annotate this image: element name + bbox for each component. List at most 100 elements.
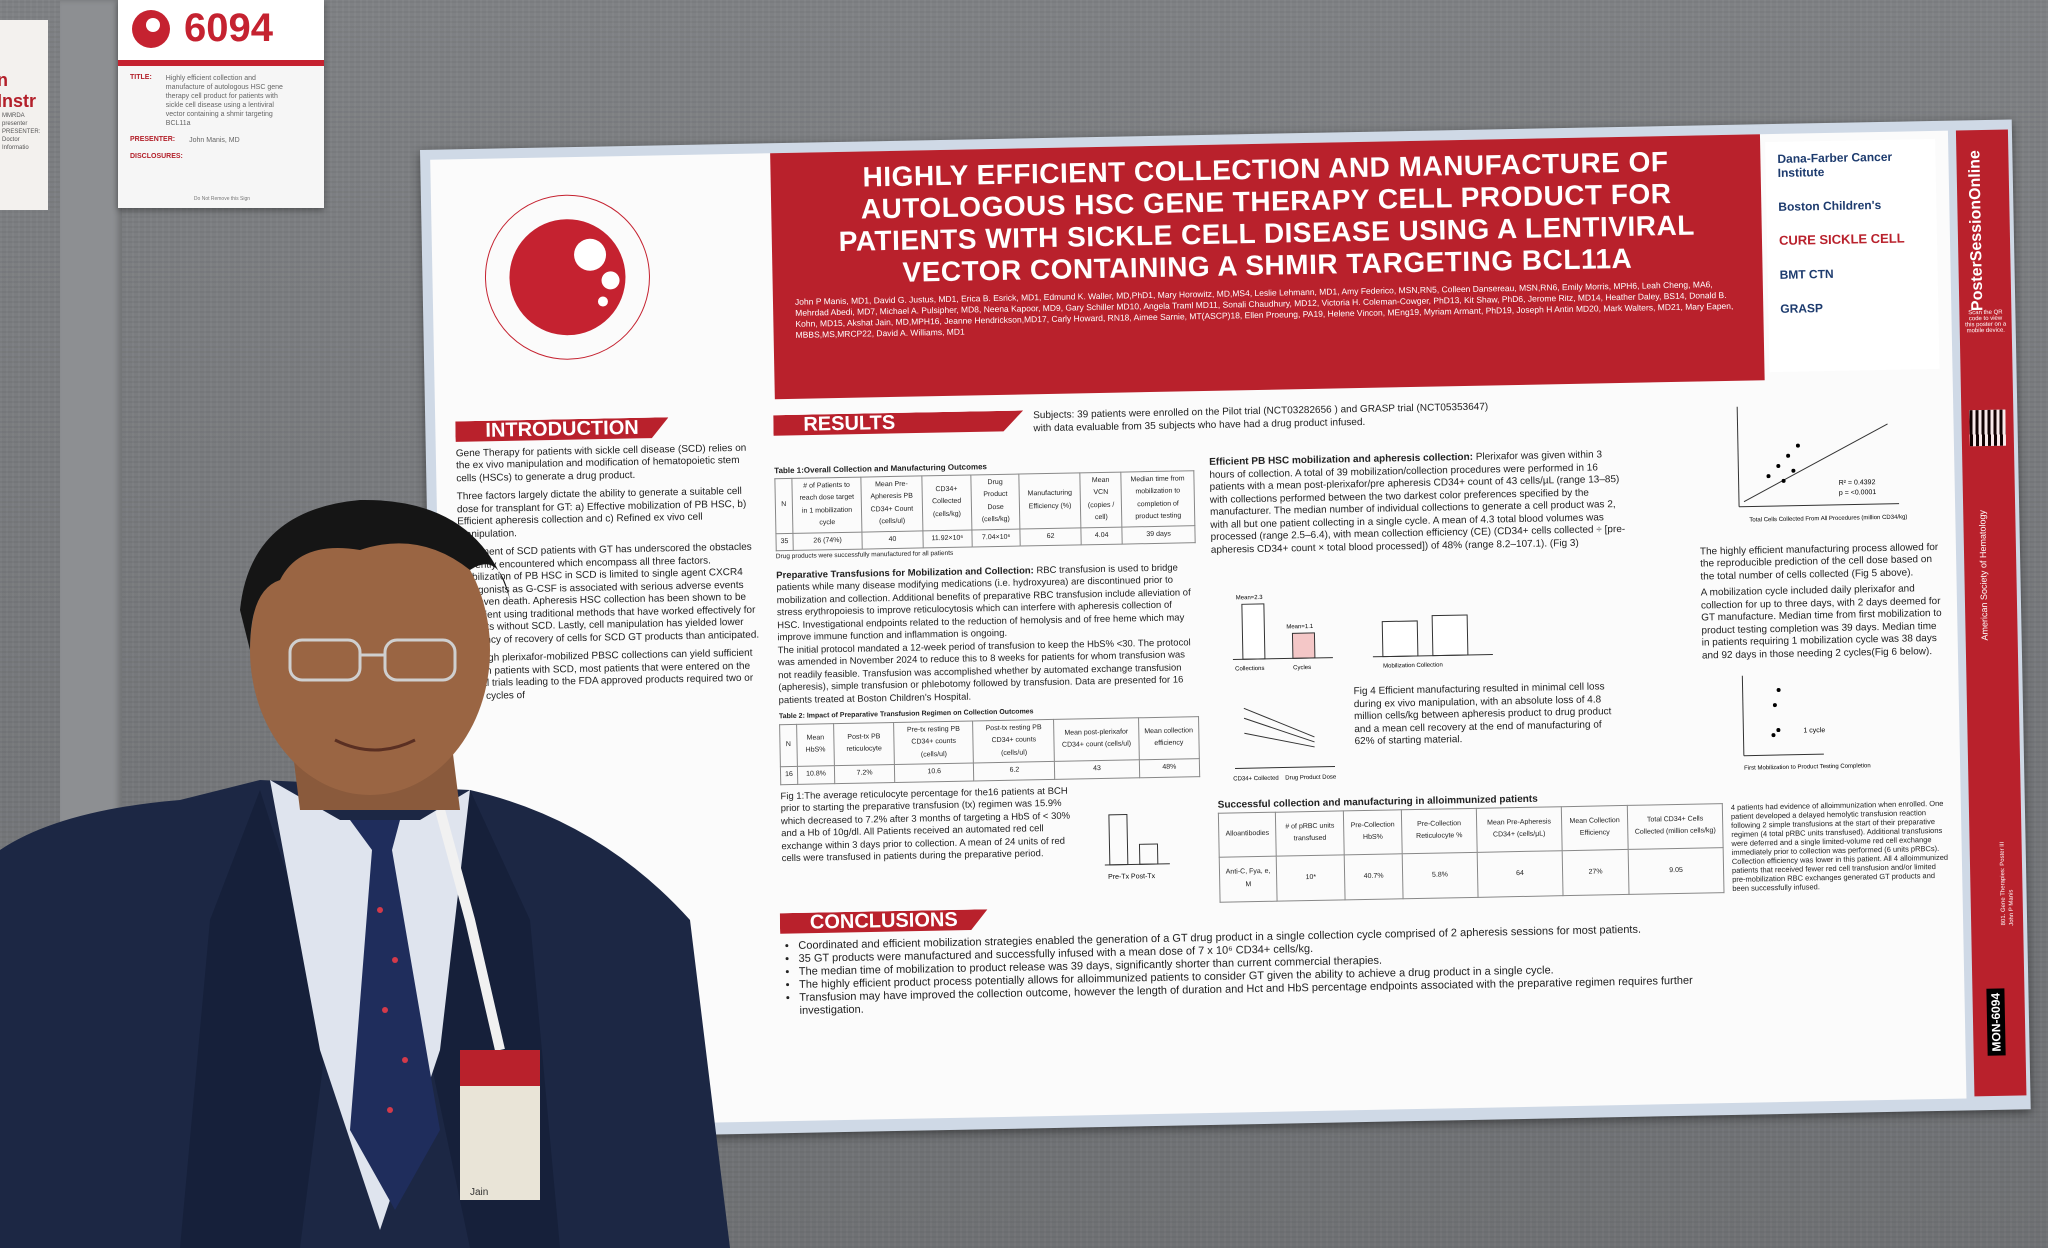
grasp-logo: GRASP [1780,301,1824,316]
placard-title-label: TITLE: [130,74,152,81]
fig5-xlabel: Total Cells Collected From All Procedure… [1749,515,1907,524]
poster-number: 6094 [184,6,273,50]
table-header-cell: Mean collection efficiency [1138,716,1200,760]
placard-header: 6094 [118,0,324,66]
fig5-r2: R² = 0.4392 [1839,479,1876,487]
badge-name: Jain [470,1187,488,1198]
placard-disclosures-row: DISCLOSURES: [118,145,324,160]
ash-logo-icon [132,10,170,48]
poster-canvas: Highly Efficient Collection and Manufact… [430,130,1967,1128]
side-ash-label: American Society of Hematology [1977,509,1990,641]
partition-post [60,0,122,860]
alloimmunized-section: Successful collection and manufacturing … [1218,786,1950,902]
results-section: RESULTS Subjects: 39 patients were enrol… [773,398,1673,880]
results-heading: RESULTS [773,410,1023,435]
adjacent-poster-heading: n Instr [0,70,37,111]
table-header-cell: N [774,477,793,534]
table-header-cell: Post-tx PB reticulocyte [833,722,895,766]
table-header-cell: Mean VCN (copies / cell) [1079,471,1123,528]
fig4-axis-label: CD34+ Collected [1233,776,1279,783]
table-header-cell: Mean Pre-Apheresis PB CD34+ Count (cells… [861,475,923,532]
placard-title-value: Highly efficient collection and manufact… [165,75,283,127]
table-cell: 9.05 [1628,847,1724,894]
table-header-cell: Total CD34+ Cells Collected (million cel… [1627,803,1724,850]
table-cell: 7.04×10⁶ [972,528,1021,547]
table-header-cell: Mean Pre-Apheresis CD34+ (cells/µL) [1476,806,1563,853]
table-header-cell: Pre-tx resting PB CD34+ counts (cells/ul… [893,720,974,765]
table-header-cell: Mean Collection Efficiency [1561,804,1629,851]
fig2-axis-label: Collections [1235,666,1264,673]
table-cell: 4.04 [1081,526,1123,545]
ash-seal-logo [484,194,650,360]
dana-farber-logo: Dana-Farber Cancer Institute [1777,149,1893,180]
research-poster: Highly Efficient Collection and Manufact… [420,119,2031,1140]
results-middle-column: Efficient PB HSC mobilization and aphere… [1209,449,1635,789]
table-cell: Anti-C, Fya, e, M [1219,856,1278,902]
table-header-cell: # of Patients to reach dose target in 1 … [791,476,863,533]
fig6-caption: A mobilization cycle included daily pler… [1700,583,1942,661]
fig6-time-chart: 1 cycle First Mobilization to Product Te… [1741,675,1871,772]
sponsor-logos: Dana-Farber Cancer Institute Boston Chil… [1765,138,1940,373]
side-session: 801. Gene Therapies: Poster III [1999,842,2008,926]
table-header-cell: Median time from mobilization to complet… [1120,470,1195,527]
table-row: Anti-C, Fya, e, M 10* 40.7% 5.8% 64 27% … [1219,847,1724,902]
adjacent-poster-fragment: n Instr MMRDA presenter PRESENTER: Docto… [0,20,48,210]
transfusion-text-2: The initial protocol mandated a 12-week … [777,636,1191,706]
table-header-cell: # of pRBC units transfused [1275,810,1345,857]
side-poster-number: MON-6094 [1986,989,2006,1057]
table-row: N # of Patients to reach dose target in … [774,470,1195,534]
mobilization-block: Efficient PB HSC mobilization and aphere… [1209,449,1631,557]
table-cell: 16 [780,766,798,785]
results-left-column: Table 1:Overall Collection and Manufactu… [774,457,1202,890]
fig5-p-value: p = <0.0001 [1839,489,1877,497]
placard-presenter-label: PRESENTER: [130,136,176,143]
table-cell: 62 [1019,527,1082,547]
fig1-xlabel: Pre-Tx Post-Tx [1108,873,1156,881]
boston-childrens-logo: Boston Children's [1778,197,1882,214]
intro-paragraph: Gene Therapy for patients with sickle ce… [455,442,747,484]
table-header-cell: CD34+ Collected (cells/kg) [921,474,973,531]
bmtctn-logo: BMT CTN [1779,266,1834,282]
table-header-cell: Post-tx resting PB CD34+ counts (cells/u… [973,718,1055,763]
qr-code-icon[interactable] [1969,409,2006,447]
adjacent-poster-line: MMRDA [2,113,25,119]
allo-table: Alloantibodies # of pRBC units transfuse… [1218,803,1725,903]
table-cell: 10.8% [797,765,835,784]
allo-row: Alloantibodies # of pRBC units transfuse… [1218,798,1950,902]
fig4-row: CD34+ Collected Drug Product Dose Fig 4 … [1213,671,1635,789]
subjects-text: Subjects: 39 patients were enrolled on t… [1033,401,1489,434]
table-cell: 26 (74%) [792,531,863,551]
results-right-column: R² = 0.4392 p = <0.0001 Total Cells Coll… [1697,393,1950,791]
cure-sickle-cell-logo: CURE SICKLE CELL [1778,230,1905,248]
table-cell: 10* [1276,854,1346,901]
table-cell: 48% [1138,758,1200,778]
fig4-caption: Fig 4 Efficient manufacturing resulted i… [1353,681,1612,748]
table-header-cell: Mean HbS% [796,723,835,767]
adjacent-poster-line: PRESENTER: [2,129,41,135]
fig1-reticulocyte-chart: Pre-Tx Post-Tx [1104,813,1170,881]
qr-instructions: Scan the QR code to view this poster on … [1965,309,2007,335]
adjacent-poster-line: Doctor Informatio [2,137,29,151]
fig3-xlabel: Mobilization Collection [1383,662,1443,669]
table-header-cell: Alloantibodies [1218,811,1277,858]
table-cell: 40 [862,530,923,550]
allo-text: 4 patients had evidence of alloimmunizat… [1730,798,1949,893]
table-header-cell: Pre-Collection Reticulocyte % [1401,807,1478,854]
fig6-xlabel: First Mobilization to Product Testing Co… [1744,763,1871,771]
table-cell: 11.92×10⁶ [922,529,973,548]
fig3-dot-chart: Mobilization Collection [1372,614,1493,670]
fig2-axis-label: Cycles [1293,665,1311,671]
fig4-cell-loss-chart: CD34+ Collected Drug Product Dose [1233,707,1337,783]
table1: N # of Patients to reach dose target in … [774,470,1196,552]
table2: N Mean HbS% Post-tx PB reticulocyte Pre-… [779,716,1200,785]
introduction-heading: INTRODUCTION [455,417,669,442]
fig2-fig3-row: Mean=2.3 Mean=1.1 Collections Cycles Mob… [1211,557,1633,675]
table-cell: 6.2 [973,761,1056,781]
placard-disclosures-label: DISCLOSURES: [130,153,183,160]
transfusion-block: Preparative Transfusions for Mobilizatio… [776,562,1199,708]
fig2-mean-label: Mean=2.3 [1236,595,1264,602]
placard-presenter-value: John Manis, MD [189,137,240,144]
table-cell: 27% [1562,849,1630,896]
table-header-cell: Drug Product Dose (cells/kg) [970,473,1020,530]
placard-title-row: TITLE: Highly efficient collection and m… [118,66,324,128]
